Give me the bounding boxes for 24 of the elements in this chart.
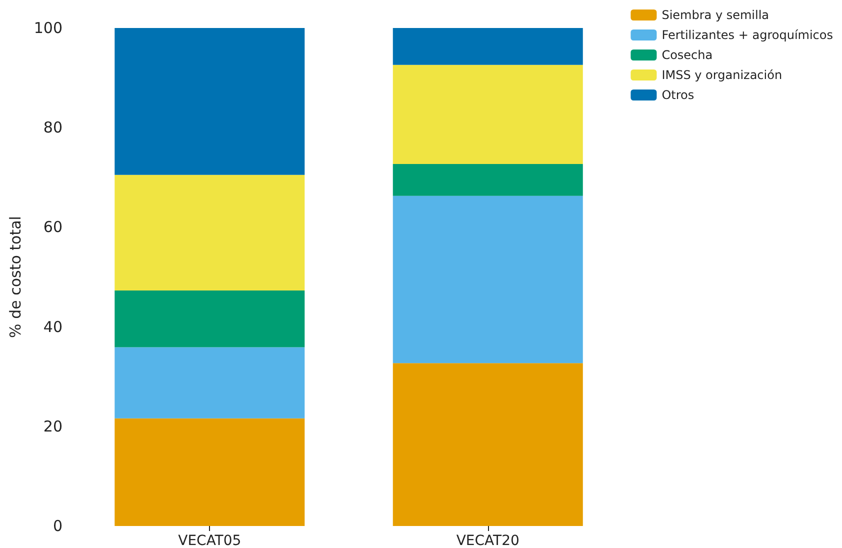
bar <box>392 164 583 196</box>
y-tick-label: 60 <box>43 218 63 236</box>
y-tick-label: 80 <box>43 118 63 137</box>
x-tick-label: VECAT05 <box>178 533 242 548</box>
x-tick-label: VECAT20 <box>456 533 520 548</box>
legend-label: Fertilizantes + agroquímicos <box>662 28 834 42</box>
legend-label: Cosecha <box>662 48 713 62</box>
legend-label: IMSS y organización <box>662 68 782 82</box>
y-tick-label: 20 <box>43 417 63 436</box>
bar <box>392 28 583 65</box>
bar <box>392 64 583 164</box>
bar <box>114 418 305 526</box>
y-tick-label: 100 <box>34 19 63 37</box>
bar <box>114 174 305 290</box>
bar <box>392 196 583 364</box>
bar <box>114 347 305 418</box>
bar <box>114 290 305 348</box>
legend-label: Otros <box>662 88 694 102</box>
y-axis-title: % de costo total <box>6 216 24 338</box>
legend-label: Siembra y semilla <box>662 8 770 22</box>
y-tick-label: 0 <box>52 517 63 535</box>
bar <box>114 28 305 175</box>
y-tick-label: 40 <box>43 318 63 336</box>
bar <box>392 363 583 526</box>
